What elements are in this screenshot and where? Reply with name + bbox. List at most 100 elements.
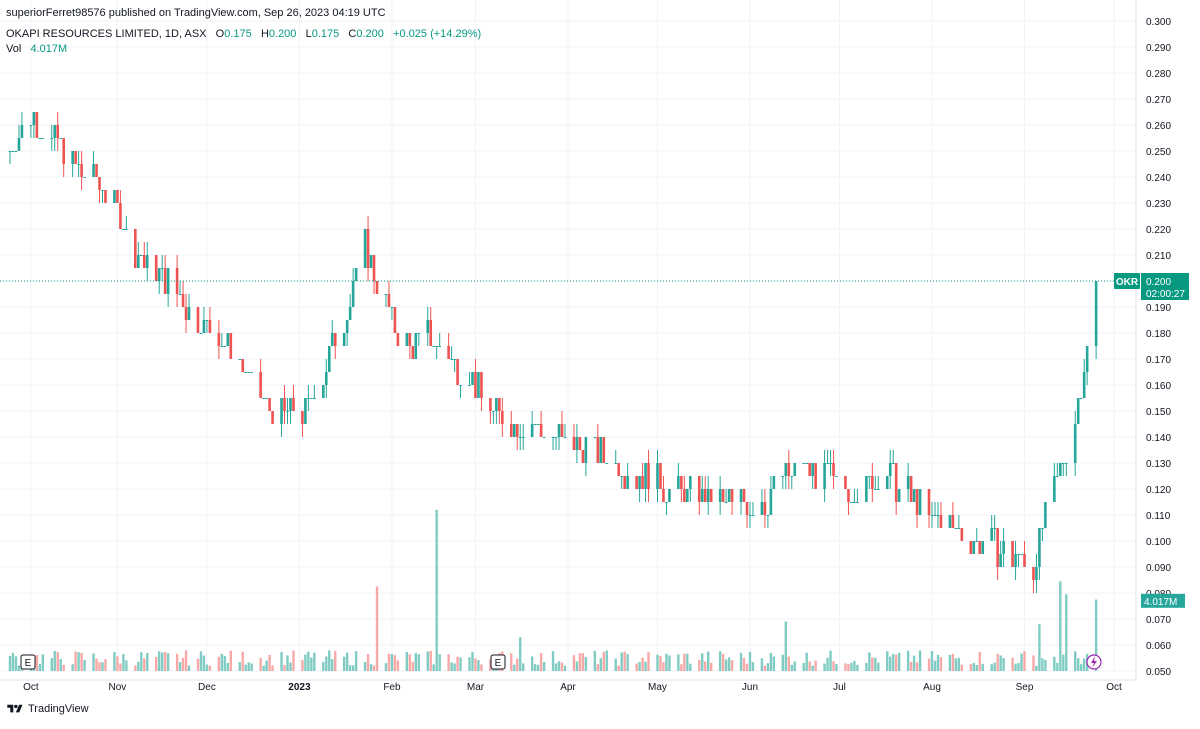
candle-body[interactable] — [50, 138, 54, 139]
candle-body[interactable] — [1079, 398, 1083, 399]
candle-body[interactable] — [787, 463, 791, 476]
candle-body[interactable] — [456, 359, 459, 385]
candle-body[interactable] — [706, 489, 710, 502]
candle-body[interactable] — [635, 476, 638, 489]
candle-body[interactable] — [372, 255, 376, 281]
candle-body[interactable] — [668, 489, 671, 502]
candle-body[interactable] — [8, 151, 12, 152]
candle-body[interactable] — [384, 294, 388, 295]
candle-body[interactable] — [405, 333, 409, 346]
candle-body[interactable] — [826, 463, 829, 464]
candle-body[interactable] — [623, 476, 626, 489]
candle-body[interactable] — [832, 463, 835, 476]
candle-body[interactable] — [638, 476, 641, 489]
candle-body[interactable] — [92, 164, 95, 177]
candle-body[interactable] — [280, 398, 283, 424]
candle-body[interactable] — [492, 411, 495, 412]
candle-body[interactable] — [223, 346, 227, 347]
candle-body[interactable] — [811, 463, 814, 476]
candle-body[interactable] — [157, 268, 161, 281]
candle-body[interactable] — [790, 476, 794, 477]
candle-body[interactable] — [1002, 541, 1005, 554]
candle-body[interactable] — [453, 359, 456, 360]
candle-body[interactable] — [689, 476, 692, 489]
candle-body[interactable] — [77, 164, 80, 165]
candle-body[interactable] — [369, 255, 373, 268]
candle-body[interactable] — [134, 229, 137, 268]
candle-body[interactable] — [709, 489, 713, 502]
candle-body[interactable] — [480, 372, 483, 398]
candle-body[interactable] — [596, 437, 600, 463]
earnings-marker[interactable] — [490, 654, 506, 670]
candle-body[interactable] — [805, 463, 808, 464]
candle-body[interactable] — [614, 463, 618, 464]
candle-body[interactable] — [471, 372, 474, 385]
candle-body[interactable] — [814, 463, 817, 489]
candle-body[interactable] — [993, 528, 996, 529]
candle-body[interactable] — [617, 463, 621, 476]
candle-body[interactable] — [927, 489, 931, 515]
candle-body[interactable] — [411, 346, 415, 359]
candle-body[interactable] — [766, 515, 770, 516]
candle-body[interactable] — [116, 190, 119, 203]
candle-body[interactable] — [429, 320, 433, 346]
candle-body[interactable] — [853, 502, 856, 503]
candle-body[interactable] — [912, 489, 916, 502]
candle-body[interactable] — [533, 424, 537, 425]
candle-body[interactable] — [202, 320, 206, 333]
candle-body[interactable] — [975, 541, 979, 542]
candle-body[interactable] — [330, 333, 334, 346]
candle-body[interactable] — [856, 502, 859, 503]
candle-body[interactable] — [268, 398, 271, 411]
candle-body[interactable] — [184, 307, 188, 320]
candle-body[interactable] — [906, 476, 910, 489]
candle-body[interactable] — [35, 112, 39, 138]
candle-body[interactable] — [602, 437, 606, 463]
symbol-legend[interactable]: OKAPI RESOURCES LIMITED, 1D, ASX O0.175 … — [6, 28, 481, 40]
candle-body[interactable] — [700, 489, 704, 502]
candle-body[interactable] — [375, 281, 379, 294]
candle-body[interactable] — [518, 437, 522, 438]
candle-body[interactable] — [891, 463, 895, 464]
candle-body[interactable] — [748, 515, 752, 516]
candle-body[interactable] — [292, 398, 295, 411]
candle-body[interactable] — [697, 476, 701, 502]
candle-body[interactable] — [665, 502, 668, 503]
candle-body[interactable] — [581, 450, 585, 463]
candle-body[interactable] — [721, 489, 725, 502]
candle-body[interactable] — [951, 515, 955, 528]
candle-body[interactable] — [894, 463, 898, 502]
candle-body[interactable] — [351, 281, 355, 307]
candle-body[interactable] — [98, 177, 101, 190]
candle-body[interactable] — [74, 151, 77, 164]
candle-body[interactable] — [1038, 528, 1041, 567]
candle-body[interactable] — [933, 515, 937, 516]
candle-body[interactable] — [605, 463, 609, 464]
candle-body[interactable] — [1073, 424, 1077, 463]
candle-body[interactable] — [181, 294, 185, 307]
candle-body[interactable] — [1056, 476, 1059, 477]
candle-body[interactable] — [784, 463, 788, 476]
candle-body[interactable] — [844, 476, 847, 489]
candle-body[interactable] — [187, 307, 191, 320]
candle-body[interactable] — [307, 398, 310, 399]
candle-body[interactable] — [742, 489, 746, 502]
candle-body[interactable] — [1053, 476, 1056, 502]
candle-body[interactable] — [238, 359, 242, 360]
candle-body[interactable] — [554, 437, 558, 438]
candle-body[interactable] — [868, 476, 871, 477]
candle-body[interactable] — [897, 489, 901, 502]
candle-body[interactable] — [62, 138, 66, 164]
candle-body[interactable] — [575, 437, 579, 450]
candle-body[interactable] — [390, 307, 394, 308]
candle-body[interactable] — [593, 437, 597, 438]
candle-body[interactable] — [160, 268, 164, 269]
candle-body[interactable] — [542, 437, 546, 438]
candle-body[interactable] — [11, 151, 15, 152]
candle-body[interactable] — [1059, 463, 1062, 476]
candle-body[interactable] — [495, 398, 498, 411]
candle-body[interactable] — [1082, 372, 1086, 398]
candle-body[interactable] — [262, 398, 265, 399]
candle-body[interactable] — [641, 476, 644, 489]
candle-body[interactable] — [1044, 502, 1047, 528]
